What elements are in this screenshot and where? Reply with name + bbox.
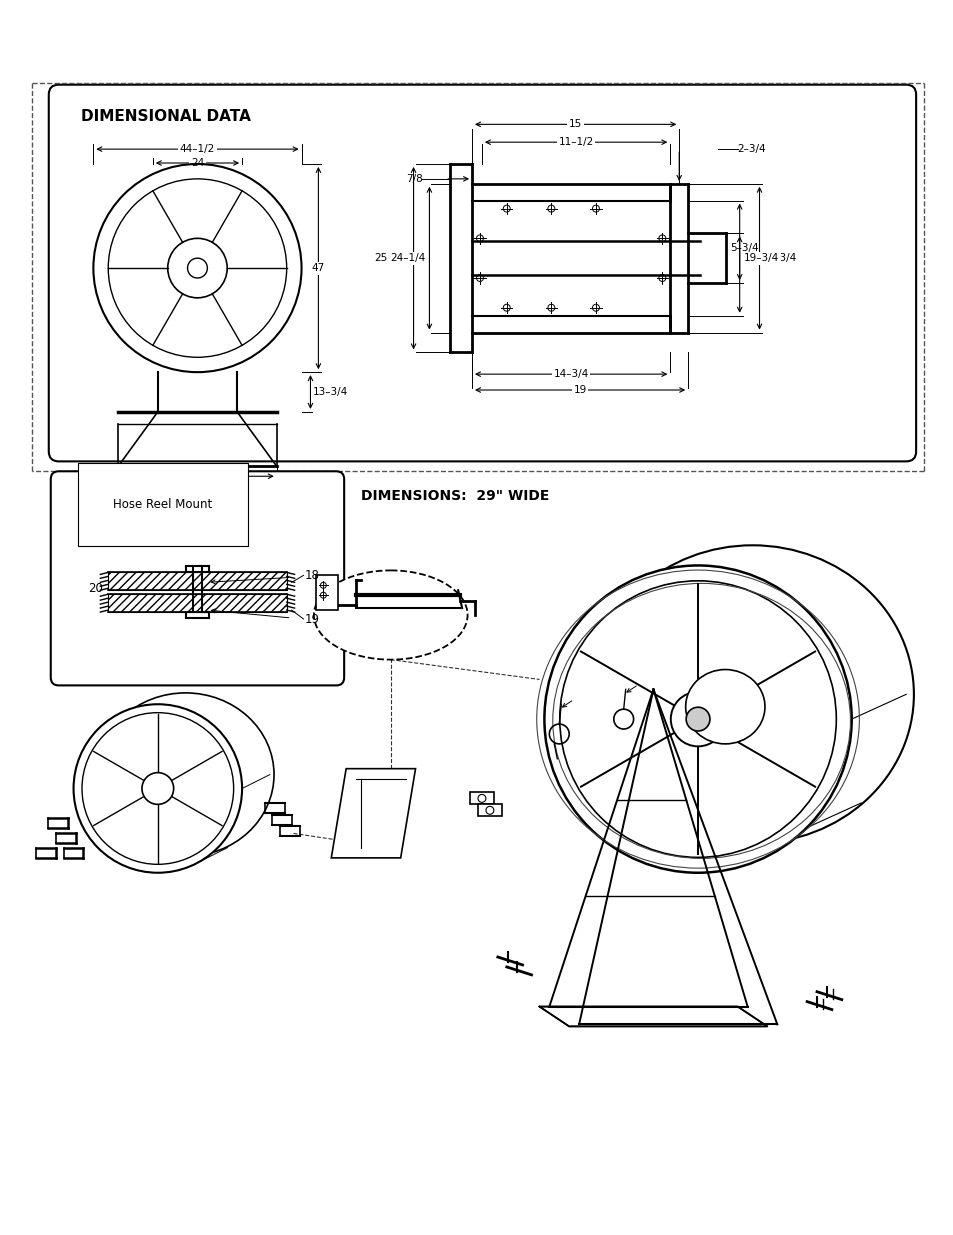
- Bar: [477, 804, 501, 816]
- Text: 24: 24: [191, 158, 204, 168]
- Ellipse shape: [685, 669, 764, 743]
- Text: 47: 47: [312, 263, 325, 273]
- Text: 24–1/4: 24–1/4: [390, 253, 425, 263]
- Bar: [470, 793, 494, 804]
- Text: 13–3/4: 13–3/4: [313, 387, 348, 396]
- Text: 19–3/4: 19–3/4: [743, 253, 779, 263]
- Text: 2–3/4: 2–3/4: [737, 144, 765, 154]
- Bar: [108, 594, 287, 613]
- Polygon shape: [331, 768, 416, 858]
- Ellipse shape: [670, 692, 724, 746]
- Ellipse shape: [314, 571, 467, 659]
- Text: 22–3/4: 22–3/4: [760, 253, 796, 263]
- Text: 25–1/2: 25–1/2: [374, 253, 409, 263]
- Ellipse shape: [73, 704, 242, 873]
- Circle shape: [685, 708, 709, 731]
- Text: Hose Reel Mount: Hose Reel Mount: [113, 498, 213, 511]
- Ellipse shape: [97, 693, 274, 856]
- Ellipse shape: [544, 566, 851, 873]
- Text: 20: 20: [89, 582, 103, 595]
- Text: 19: 19: [304, 614, 319, 626]
- FancyBboxPatch shape: [51, 472, 344, 685]
- Polygon shape: [538, 1007, 766, 1026]
- Text: 11–1/2: 11–1/2: [558, 137, 593, 147]
- Text: DIMENSIONS:  29" WIDE: DIMENSIONS: 29" WIDE: [360, 489, 549, 503]
- Ellipse shape: [82, 713, 233, 864]
- Bar: [316, 576, 338, 610]
- Text: 15: 15: [568, 120, 581, 130]
- Ellipse shape: [559, 580, 836, 857]
- Text: 18: 18: [304, 569, 319, 582]
- Bar: [108, 572, 287, 590]
- Ellipse shape: [142, 773, 173, 804]
- Text: 14–3/4: 14–3/4: [553, 369, 588, 379]
- Text: 44–1/2: 44–1/2: [180, 144, 214, 154]
- Text: 25–1/2: 25–1/2: [180, 472, 214, 482]
- FancyBboxPatch shape: [49, 85, 915, 462]
- Text: 7/8: 7/8: [405, 174, 422, 184]
- Text: 5–3/4: 5–3/4: [741, 253, 770, 263]
- Text: 5–3/4: 5–3/4: [729, 243, 758, 253]
- Text: DIMENSIONAL DATA: DIMENSIONAL DATA: [81, 110, 251, 125]
- Text: 19: 19: [573, 385, 586, 395]
- Ellipse shape: [591, 546, 913, 844]
